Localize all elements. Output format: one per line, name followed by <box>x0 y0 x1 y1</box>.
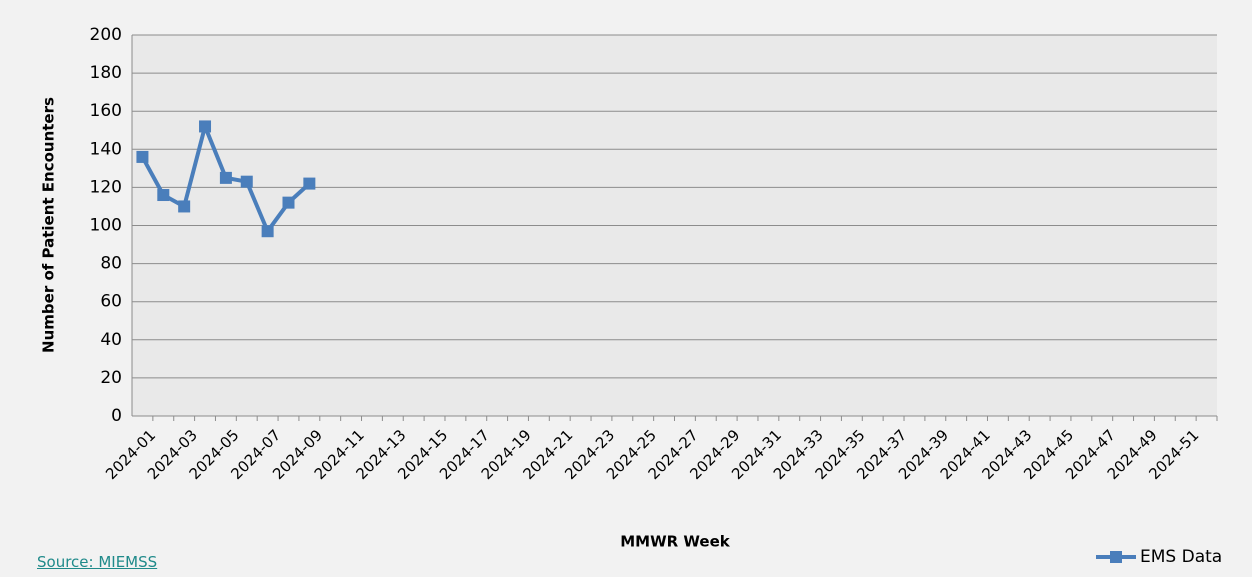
x-axis-label: MMWR Week <box>620 533 731 551</box>
y-tick-label: 140 <box>90 139 122 159</box>
legend-marker <box>1110 551 1122 563</box>
y-tick-label: 120 <box>90 177 122 197</box>
y-tick-label: 20 <box>100 368 122 388</box>
y-tick-label: 160 <box>90 101 122 121</box>
marker <box>261 225 274 238</box>
y-tick-label: 200 <box>90 25 122 45</box>
legend-label: EMS Data <box>1140 547 1222 567</box>
marker <box>219 171 232 184</box>
y-tick-label: 80 <box>100 254 122 274</box>
y-tick-label: 40 <box>100 330 122 350</box>
marker <box>136 150 149 163</box>
marker <box>199 120 212 133</box>
source-link[interactable]: Source: MIEMSS <box>37 553 158 571</box>
marker <box>282 196 295 209</box>
marker <box>303 177 316 190</box>
y-tick-label: 0 <box>111 406 122 426</box>
marker <box>178 200 191 213</box>
marker <box>157 189 170 202</box>
y-tick-label: 180 <box>90 63 122 83</box>
y-axis-label: Number of Patient Encounters <box>40 97 58 353</box>
marker <box>240 175 253 188</box>
y-tick-label: 60 <box>100 292 122 312</box>
y-tick-label: 100 <box>90 216 122 236</box>
